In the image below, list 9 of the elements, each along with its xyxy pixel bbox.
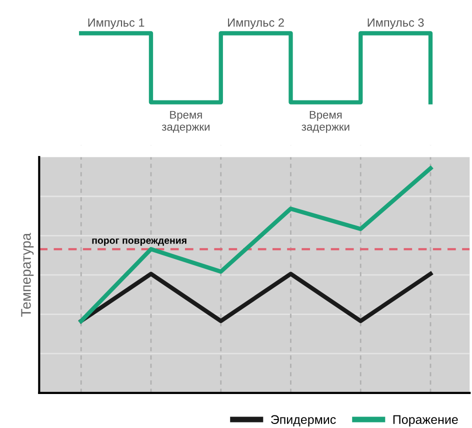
text: Импульс 3	[368, 18, 424, 30]
text: Время задержки	[302, 110, 350, 133]
ref-line-label: порог повреждения	[92, 238, 186, 246]
legend-label: Поражение	[393, 415, 458, 426]
text: Импульс 2	[228, 18, 284, 30]
text: Время задержки	[162, 110, 210, 133]
legend-label: Эпидермис	[271, 415, 336, 426]
text: Импульс 1	[88, 18, 144, 30]
y-axis-title: Температура	[21, 232, 34, 317]
